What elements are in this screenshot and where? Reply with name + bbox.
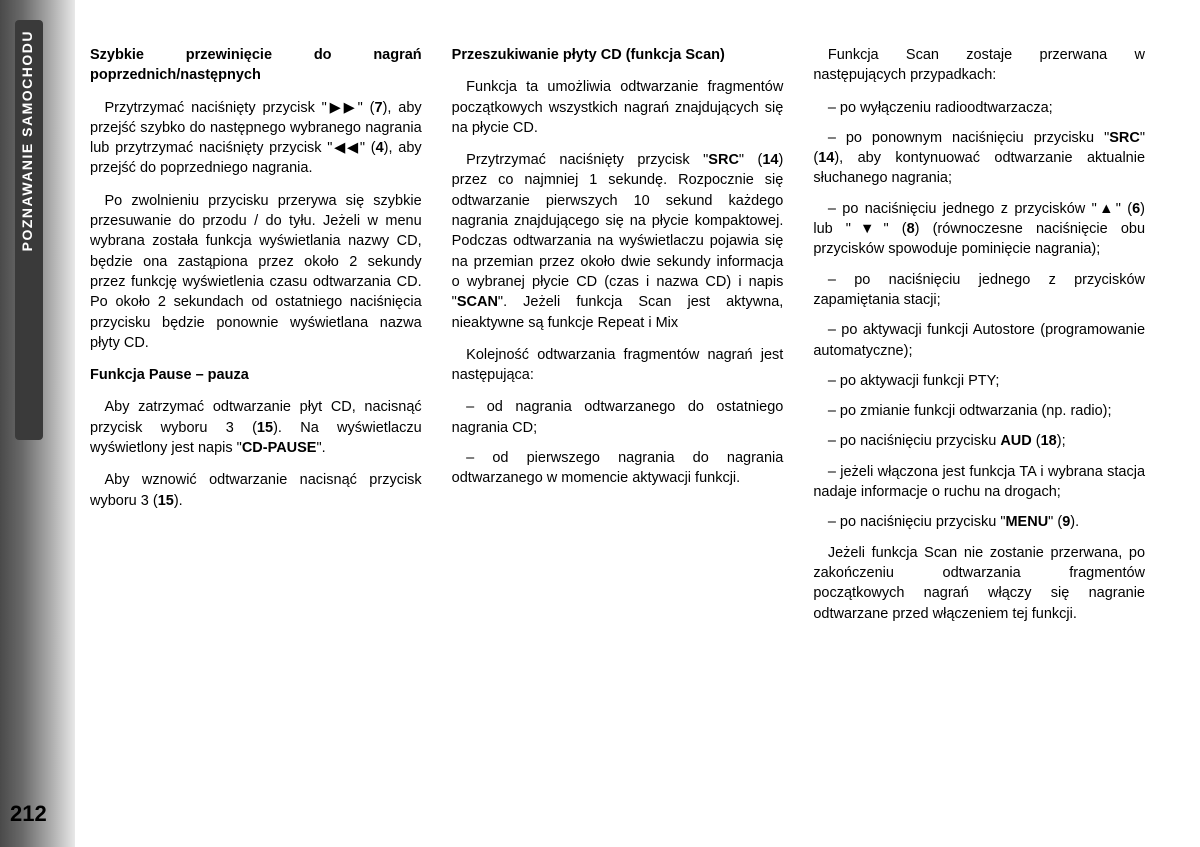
- column-3: Funkcja Scan zostaje przerwana w następu…: [813, 45, 1145, 636]
- sidebar-label: POZNAWANIE SAMOCHODU: [19, 30, 35, 251]
- content-area: Szybkie przewinięcie do nagrań poprzedni…: [90, 45, 1145, 636]
- paragraph: Jeżeli funkcja Scan nie zostanie przerwa…: [813, 543, 1145, 624]
- list-item: – po aktywacji funkcji PTY;: [813, 371, 1145, 391]
- heading-fast-forward: Szybkie przewinięcie do nagrań poprzedni…: [90, 45, 422, 86]
- paragraph: Przytrzymać naciśnięty przycisk "SRC" (1…: [452, 150, 784, 333]
- column-2: Przeszukiwanie płyty CD (funkcja Scan) F…: [452, 45, 784, 636]
- list-item: – po naciśnięciu przycisku AUD (18);: [813, 431, 1145, 451]
- fast-forward-icon: ▶▶: [327, 100, 358, 116]
- page-number: 212: [10, 801, 47, 827]
- paragraph: Aby wznowić odtwarzanie nacisnąć przycis…: [90, 470, 422, 511]
- list-item: – po naciśnięciu przycisku "MENU" (9).: [813, 512, 1145, 532]
- up-arrow-icon: ▲: [1097, 201, 1116, 217]
- list-item: – po naciśnięciu jednego z przycisków "▲…: [813, 199, 1145, 260]
- paragraph: Funkcja ta umożliwia odtwarzanie fragmen…: [452, 77, 784, 138]
- paragraph: Przytrzymać naciśnięty przycisk "▶▶" (7)…: [90, 98, 422, 179]
- column-1: Szybkie przewinięcie do nagrań poprzedni…: [90, 45, 422, 636]
- list-item: – po wyłączeniu radioodtwarzacza;: [813, 98, 1145, 118]
- heading-pause: Funkcja Pause – pauza: [90, 365, 422, 385]
- list-item: – po naciśnięciu jednego z przycisków za…: [813, 270, 1145, 311]
- list-item: – po zmianie funkcji odtwarzania (np. ra…: [813, 401, 1145, 421]
- paragraph: Aby zatrzymać odtwarzanie płyt CD, nacis…: [90, 397, 422, 458]
- list-item: – od pierwszego nagrania do nagrania odt…: [452, 448, 784, 489]
- list-item: – po ponownym naciśnięciu przycisku "SRC…: [813, 128, 1145, 189]
- paragraph: Po zwolnieniu przycisku przerywa się szy…: [90, 191, 422, 353]
- list-item: – jeżeli włączona jest funkcja TA i wybr…: [813, 462, 1145, 503]
- list-item: – od nagrania odtwarzanego do ostatniego…: [452, 397, 784, 438]
- list-item: – po aktywacji funkcji Autostore (progra…: [813, 320, 1145, 361]
- rewind-icon: ◀◀: [332, 140, 359, 156]
- down-arrow-icon: ▼: [851, 221, 884, 237]
- paragraph: Funkcja Scan zostaje przerwana w następu…: [813, 45, 1145, 86]
- heading-scan: Przeszukiwanie płyty CD (funkcja Scan): [452, 45, 784, 65]
- paragraph: Kolejność odtwarzania fragmentów nagrań …: [452, 345, 784, 386]
